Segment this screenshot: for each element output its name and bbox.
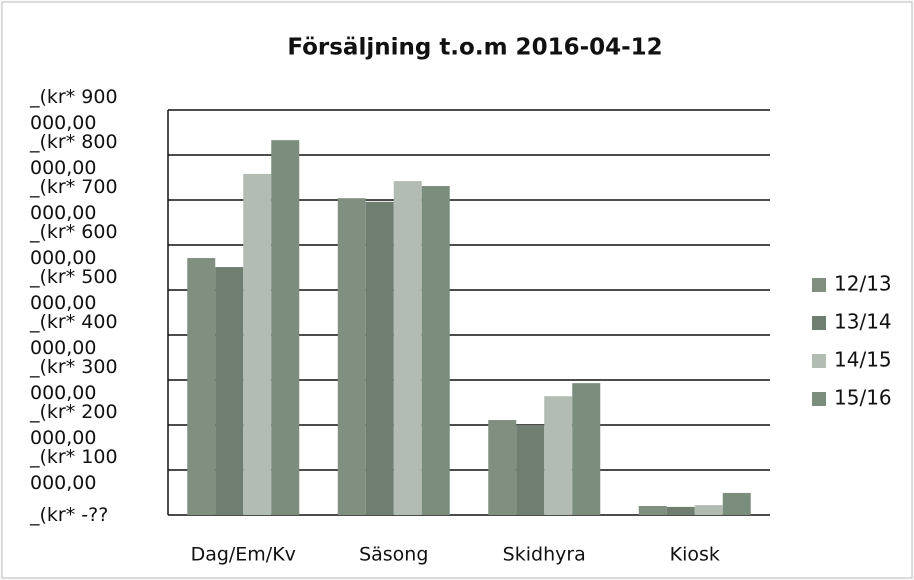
legend-label: 14/15 xyxy=(834,348,892,372)
x-tick-label: Säsong xyxy=(359,544,428,566)
y-tick-label: _(kr* 800 000,00 xyxy=(30,131,118,179)
bar xyxy=(488,420,517,515)
y-tick-label: _(kr* 600 000,00 xyxy=(30,221,118,269)
y-tick-label: _(kr* -?? xyxy=(30,504,109,526)
bar xyxy=(421,186,450,516)
bar xyxy=(694,505,723,515)
legend-label: 12/13 xyxy=(834,272,892,296)
legend-label: 15/16 xyxy=(834,386,892,410)
bar xyxy=(638,506,667,515)
y-tick-label: _(kr* 300 000,00 xyxy=(30,356,118,404)
bar xyxy=(337,198,366,515)
y-tick-label: _(kr* 700 000,00 xyxy=(30,176,118,224)
legend-label: 13/14 xyxy=(834,310,892,334)
bar xyxy=(666,506,695,515)
bar xyxy=(365,201,394,516)
bar xyxy=(572,383,601,515)
bar xyxy=(544,396,573,515)
bar xyxy=(187,258,216,515)
y-tick-label: _(kr* 400 000,00 xyxy=(30,311,118,359)
bar xyxy=(243,173,272,515)
chart-title: Försäljning t.o.m 2016-04-12 xyxy=(287,35,662,61)
legend-swatch xyxy=(812,278,826,292)
x-tick-label: Dag/Em/Kv xyxy=(191,544,296,566)
y-tick-label: _(kr* 900 000,00 xyxy=(30,86,118,134)
y-tick-label: _(kr* 200 000,00 xyxy=(30,401,118,449)
bar xyxy=(271,140,300,515)
bar xyxy=(722,492,751,515)
bar xyxy=(516,425,545,515)
x-tick-label: Kiosk xyxy=(670,544,720,566)
legend-swatch xyxy=(812,316,826,330)
y-tick-label: _(kr* 100 000,00 xyxy=(30,446,118,494)
bar xyxy=(215,267,244,515)
legend-swatch xyxy=(812,392,826,406)
x-tick-label: Skidhyra xyxy=(503,544,586,566)
legend-swatch xyxy=(812,354,826,368)
y-tick-label: _(kr* 500 000,00 xyxy=(30,266,118,314)
bar xyxy=(393,181,422,515)
